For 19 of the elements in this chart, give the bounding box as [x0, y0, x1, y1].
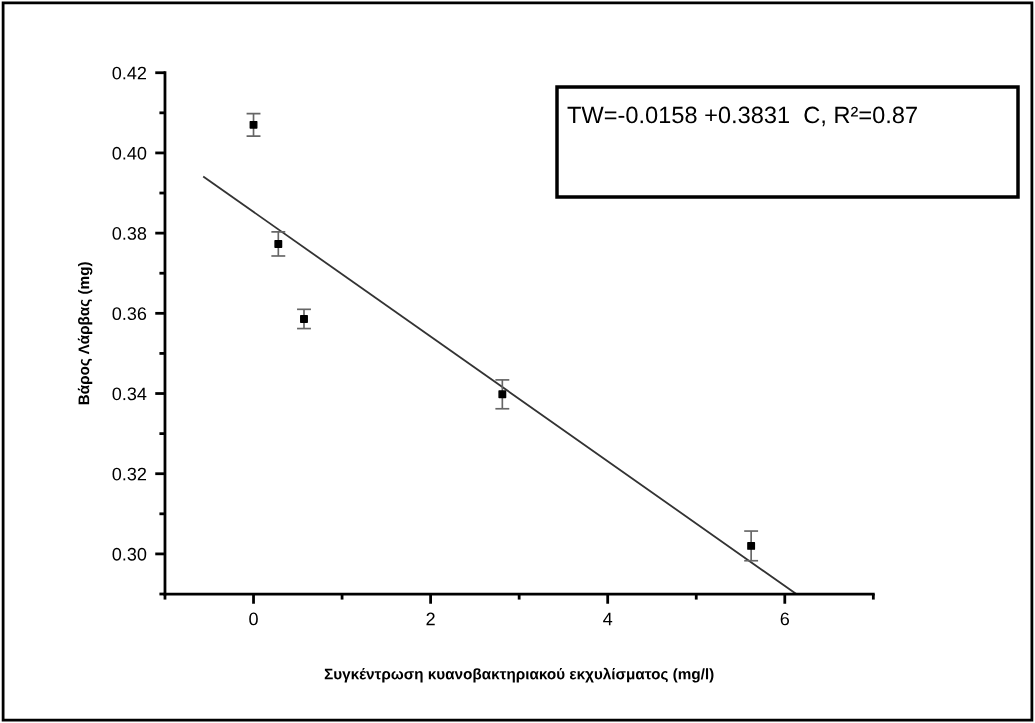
point	[747, 541, 756, 550]
x-tick-label: 4	[603, 612, 613, 626]
point	[300, 314, 308, 323]
x-axis-title: Συγκέντρωση κυανοβακτηριακού εκχυλίσματος (mg/l)	[324, 667, 714, 683]
x-tick-label: 6	[780, 612, 790, 626]
y-tick-label: 0.40	[112, 146, 147, 160]
y-tick-label: 0.36	[112, 307, 147, 321]
x-tick-label: 0	[249, 612, 258, 626]
y-axis-title: Βάρος Λάρβας (mg)	[77, 262, 93, 405]
point	[274, 240, 283, 248]
y-tick-label: 0.34	[112, 387, 147, 401]
y-tick-label: 0.42	[112, 66, 147, 80]
y-tick-label: 0.32	[112, 467, 147, 481]
point	[498, 390, 507, 399]
y-tick-label: 0.30	[112, 547, 147, 561]
x-tick-label: 2	[426, 612, 435, 626]
annotation: TW=-0.0158 +0.3831 C, R²=0.87	[567, 106, 917, 127]
point	[249, 120, 258, 129]
y-tick-label: 0.38	[112, 227, 147, 240]
